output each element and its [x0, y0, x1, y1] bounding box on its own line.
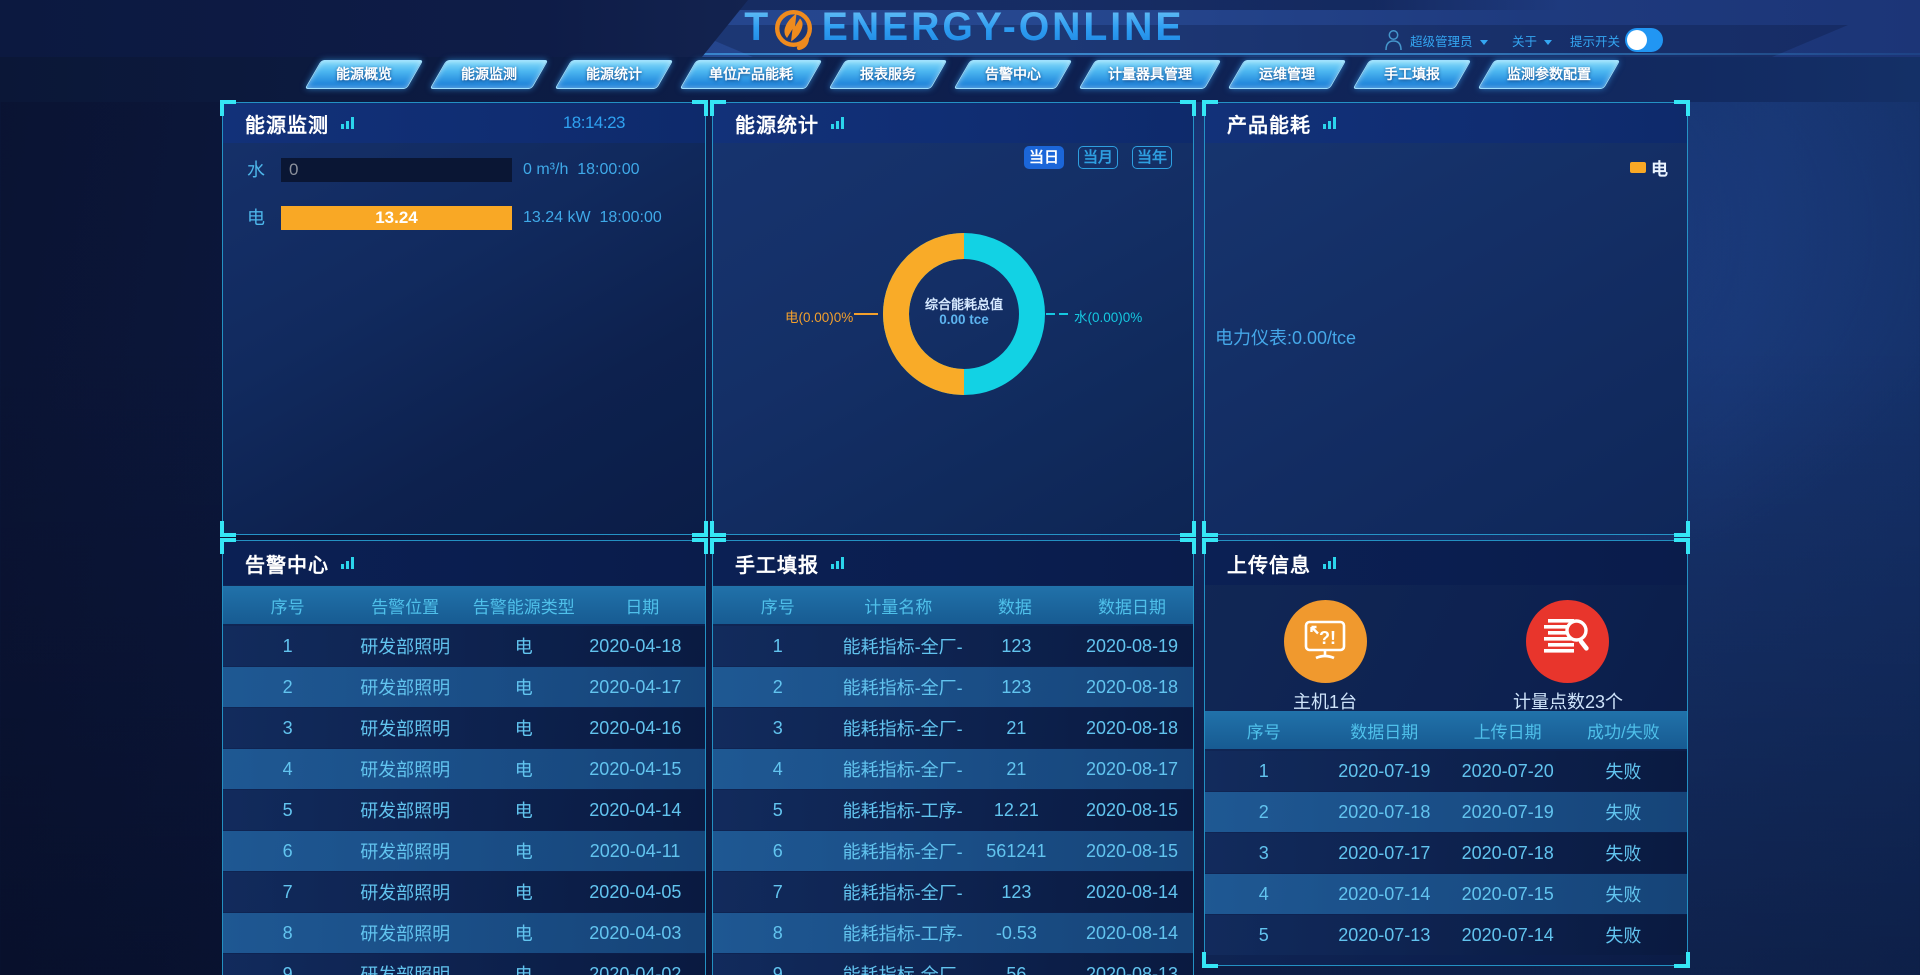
svg-text:?!: ?! — [1319, 628, 1336, 648]
